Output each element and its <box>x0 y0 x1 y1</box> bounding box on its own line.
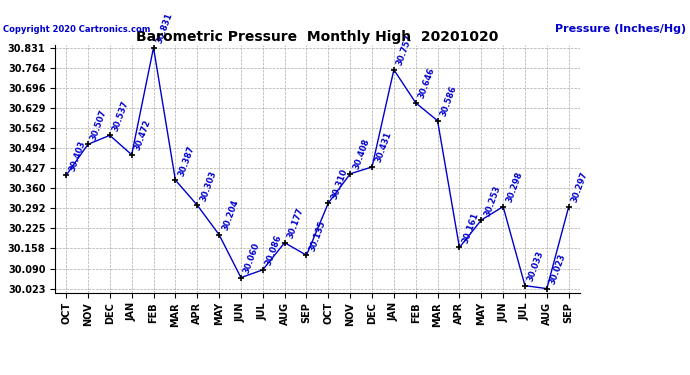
Text: 30.472: 30.472 <box>133 118 152 152</box>
Text: 30.204: 30.204 <box>221 198 240 232</box>
Text: 30.431: 30.431 <box>373 131 393 164</box>
Text: 30.086: 30.086 <box>264 234 284 267</box>
Text: 30.387: 30.387 <box>177 144 196 177</box>
Text: 30.060: 30.060 <box>242 242 262 275</box>
Text: 30.646: 30.646 <box>417 67 437 100</box>
Text: 30.177: 30.177 <box>286 207 306 240</box>
Text: 30.537: 30.537 <box>111 99 130 133</box>
Text: 30.023: 30.023 <box>549 253 568 286</box>
Text: 30.507: 30.507 <box>90 108 109 141</box>
Text: 30.135: 30.135 <box>308 219 327 252</box>
Text: 30.253: 30.253 <box>483 184 502 217</box>
Text: 30.033: 30.033 <box>526 250 546 283</box>
Text: 30.408: 30.408 <box>352 138 371 171</box>
Text: 30.757: 30.757 <box>395 34 415 67</box>
Title: Barometric Pressure  Monthly High  20201020: Barometric Pressure Monthly High 2020102… <box>136 30 499 44</box>
Text: 30.586: 30.586 <box>439 85 458 118</box>
Text: 30.303: 30.303 <box>199 169 218 202</box>
Text: 30.297: 30.297 <box>570 171 589 204</box>
Text: 30.310: 30.310 <box>330 167 349 200</box>
Text: 30.298: 30.298 <box>504 171 524 204</box>
Text: 30.403: 30.403 <box>68 139 87 172</box>
Text: 30.161: 30.161 <box>461 211 480 245</box>
Text: Pressure (Inches/Hg): Pressure (Inches/Hg) <box>555 24 687 34</box>
Text: Copyright 2020 Cartronics.com: Copyright 2020 Cartronics.com <box>3 25 151 34</box>
Text: 30.831: 30.831 <box>155 12 175 45</box>
